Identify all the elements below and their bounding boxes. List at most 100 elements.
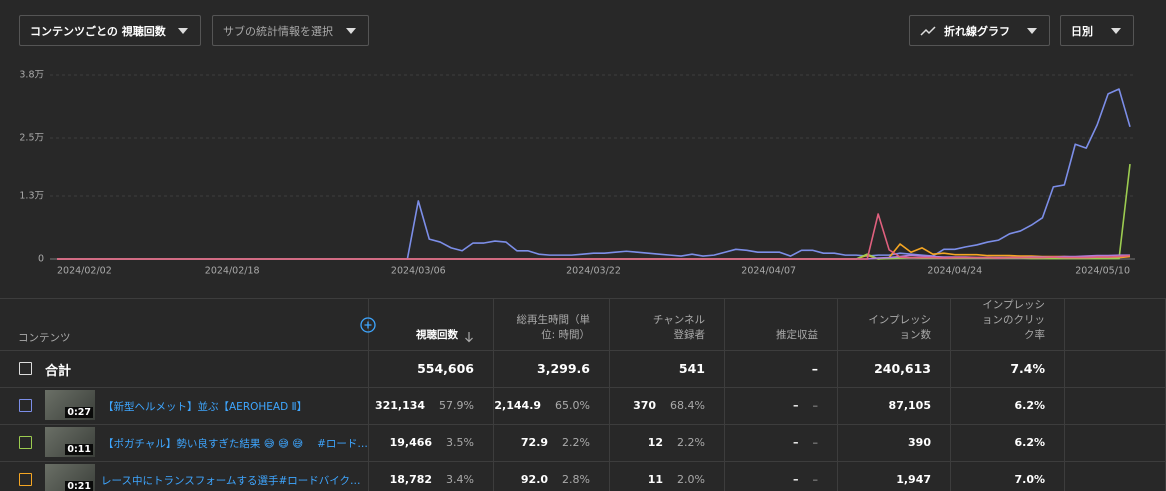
metric-share: 2.2% (562, 436, 590, 449)
metric-value: 6.2% (1014, 399, 1045, 412)
total-value: 3,299.6 (537, 361, 590, 376)
header-label: コンテンツ (18, 332, 71, 344)
header-label: 推定収益 (776, 329, 818, 341)
divider (0, 387, 1166, 388)
metric-cell: 87,105 (838, 387, 951, 424)
duration: 0:27 (65, 407, 93, 418)
thumbnail[interactable]: 0:11 (45, 427, 95, 457)
total-cell: 554,606 (369, 350, 494, 387)
divider (0, 350, 1166, 351)
duration: 0:11 (65, 444, 93, 455)
metric-share: 2.0% (677, 473, 705, 486)
y-tick-label: 1.3万 (19, 191, 44, 202)
metric-share: 3.5% (446, 436, 474, 449)
sub-metric-dropdown[interactable]: サブの統計情報を選択 (212, 15, 369, 46)
metric-cell: 6.2% (951, 424, 1065, 461)
metric-share: 65.0% (555, 399, 590, 412)
metric-cell: – – (725, 387, 838, 424)
header-label: チャンネル登録者 (652, 314, 705, 341)
metric-cell: – – (725, 424, 838, 461)
metric-value: 321,134 (374, 399, 426, 412)
metric-share: – (812, 436, 819, 449)
x-tick-label: 2024/04/07 (741, 266, 796, 277)
metric-value: – (793, 473, 799, 486)
empty-cell (1065, 350, 1166, 387)
header-label: 総再生時間（単位: 時間） (516, 314, 591, 341)
metric-cell: 12 2.2% (610, 424, 725, 461)
metric-cell: 6.2% (951, 387, 1065, 424)
divider (0, 424, 1166, 425)
empty-cell (1065, 424, 1166, 461)
metric-cell: 321,134 57.9% (369, 387, 494, 424)
metric-cell: 1,947 (838, 461, 951, 491)
metric-value: 7.0% (1014, 473, 1045, 486)
metric-value: 92.0 (520, 473, 549, 486)
metric-dropdown[interactable]: コンテンツごとの 視聴回数 (19, 15, 201, 46)
empty-cell (1065, 298, 1166, 350)
divider (0, 298, 1166, 299)
content-cell (0, 424, 369, 461)
x-tick-label: 2024/05/10 (1075, 266, 1130, 277)
checkbox[interactable] (19, 362, 32, 375)
total-cell: 240,613 (838, 350, 951, 387)
video-title[interactable]: レース中にトランスフォームする選手#ロードバイク… (101, 475, 361, 487)
chart: 0 1.3万 2.5万 3.8万 2024/02/02 2024/02/18 2024/03… (19, 70, 1135, 277)
caret-icon (178, 28, 188, 34)
metric-share: 2.2% (677, 436, 705, 449)
video-title[interactable]: 【新型ヘルメット】並ぶ【AEROHEAD Ⅱ】 (103, 401, 308, 413)
metric-share: 68.4% (670, 399, 705, 412)
sub-metric-label: サブの統計情報を選択 (223, 24, 333, 38)
plus-icon (360, 317, 376, 333)
x-tick-label: 2024/03/22 (566, 266, 621, 277)
header-label: インプレッションのクリック率 (982, 299, 1045, 341)
caret-icon (1027, 28, 1037, 34)
thumbnail[interactable]: 0:21 (45, 464, 95, 491)
caret-icon (346, 28, 356, 34)
add-column-button[interactable] (360, 317, 376, 333)
period-label: 日別 (1071, 24, 1093, 38)
header-label: インプレッション数 (868, 314, 931, 341)
series-line (57, 164, 1131, 260)
metric-value: – (793, 399, 799, 412)
total-label: 合計 (45, 364, 72, 379)
total-value: 7.4% (1010, 361, 1045, 376)
header-cell: インプレッションのクリック率 (951, 298, 1065, 350)
checkbox[interactable] (19, 436, 32, 449)
chart-type-dropdown[interactable]: 折れ線グラフ (909, 15, 1050, 46)
divider (0, 461, 1166, 462)
x-tick-label: 2024/03/06 (391, 266, 446, 277)
header-cell[interactable]: 視聴回数 (369, 298, 494, 350)
checkbox[interactable] (19, 399, 32, 412)
metric-value: 1,947 (896, 473, 931, 486)
line-chart-icon (920, 25, 936, 36)
total-value: 554,606 (417, 361, 474, 376)
metric-cell: 2,144.9 65.0% (494, 387, 610, 424)
thumbnail[interactable]: 0:27 (45, 390, 95, 420)
total-value: – (811, 361, 818, 376)
metric-cell: 370 68.4% (610, 387, 725, 424)
video-title[interactable]: 【ポガチャル】勢い良すぎた結果 😅 😅 😅 #ロード… (103, 438, 368, 450)
total-cell: 541 (610, 350, 725, 387)
period-dropdown[interactable]: 日別 (1060, 15, 1134, 46)
metric-cell: 18,782 3.4% (369, 461, 494, 491)
metric-share: 57.9% (439, 399, 474, 412)
total-value: 240,613 (874, 361, 931, 376)
checkbox[interactable] (19, 473, 32, 486)
metric-value: – (793, 436, 799, 449)
metric-share: 2.8% (562, 473, 590, 486)
metric-value: 370 (633, 399, 657, 412)
duration: 0:21 (65, 481, 93, 491)
metric-value: 11 (647, 473, 664, 486)
x-tick-label: 2024/02/18 (205, 266, 260, 277)
total-cell: 3,299.6 (494, 350, 610, 387)
y-tick-label: 3.8万 (19, 70, 44, 81)
total-cell: 7.4% (951, 350, 1065, 387)
x-tick-label: 2024/04/24 (927, 266, 982, 277)
metric-cell: 7.0% (951, 461, 1065, 491)
metric-value: 18,782 (389, 473, 433, 486)
total-cell: – (725, 350, 838, 387)
series-line (57, 213, 1131, 260)
metric-value: 12 (647, 436, 664, 449)
metric-cell: 390 (838, 424, 951, 461)
series-line (57, 88, 1131, 260)
